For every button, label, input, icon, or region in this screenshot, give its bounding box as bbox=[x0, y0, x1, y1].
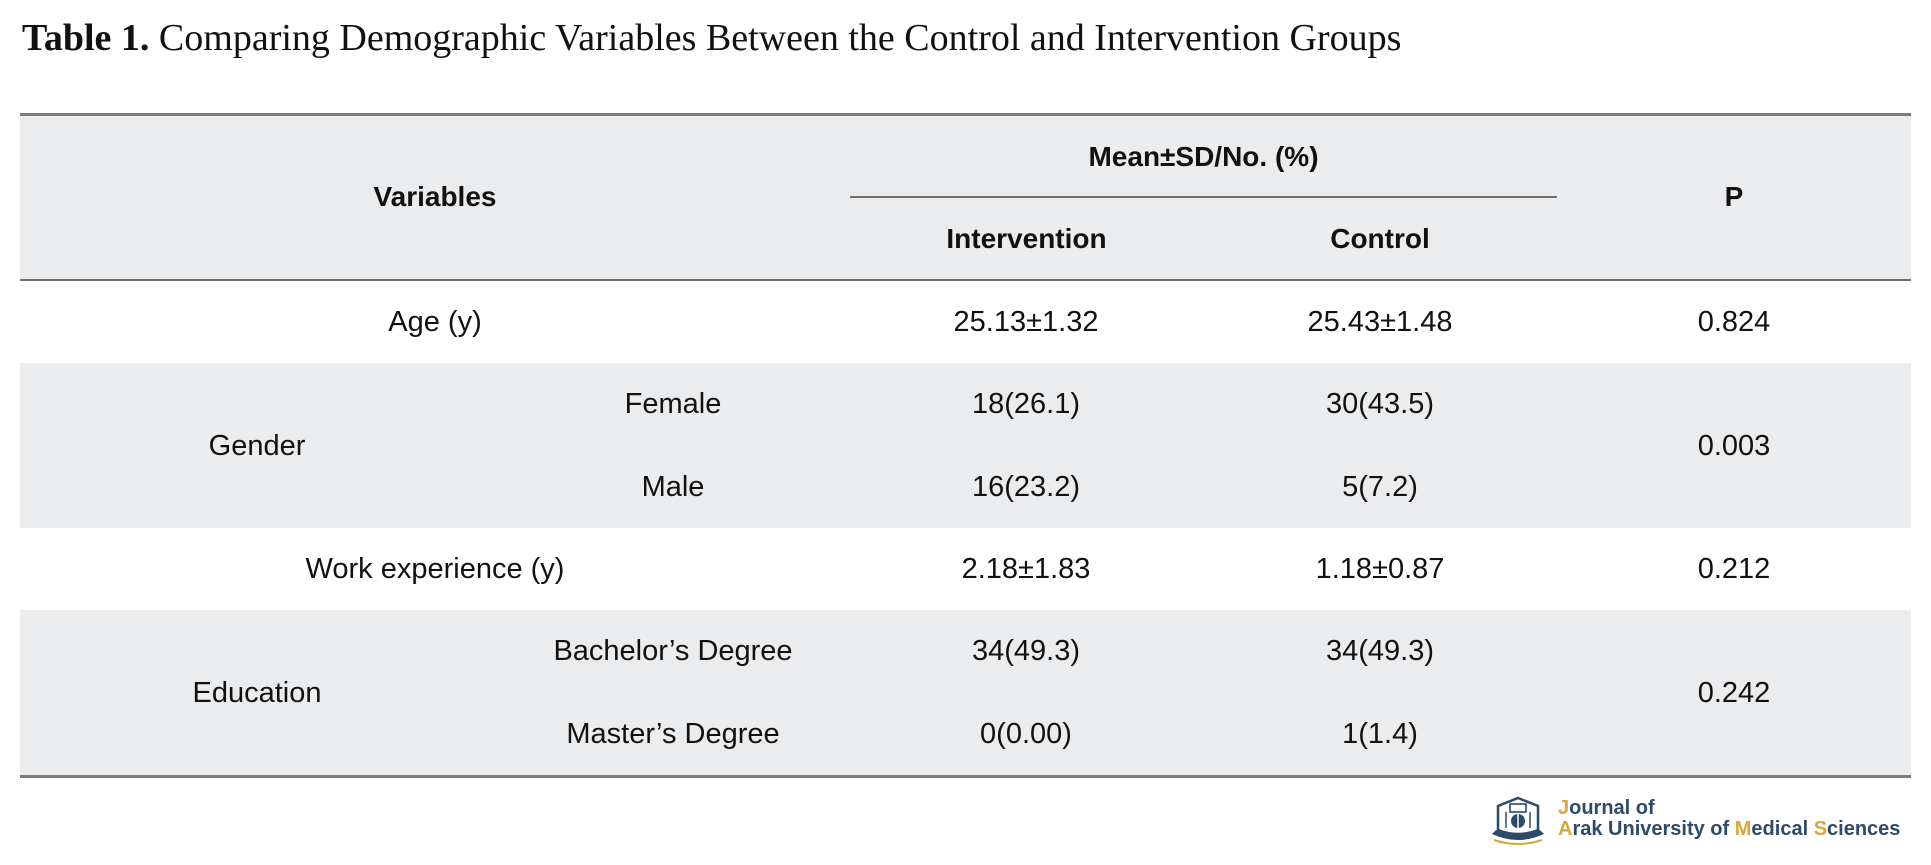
cell-control-age: 25.43±1.48 bbox=[1307, 306, 1453, 338]
table-row-work-experience: Work experience (y) 2.18±1.83 1.18±0.87 … bbox=[20, 528, 1911, 610]
cell-control-male: 5(7.2) bbox=[1342, 471, 1418, 503]
cell-p-age: 0.824 bbox=[1697, 306, 1771, 338]
journal-logo-text: Journal of Arak University of Medical Sc… bbox=[1558, 798, 1900, 840]
cell-control-bachelors: 34(49.3) bbox=[1325, 635, 1435, 667]
cell-control-masters: 1(1.4) bbox=[1342, 718, 1418, 750]
table-row-gender: Gender Female 18(26.1) 30(43.5) Male 16(… bbox=[20, 363, 1911, 528]
table-header: Variables Mean±SD/No. (%) Intervention C… bbox=[20, 116, 1911, 279]
logo-letter-s: S bbox=[1813, 818, 1828, 840]
journal-logo-line1: Journal of bbox=[1558, 798, 1900, 819]
logo-line1-rest: ournal of bbox=[1569, 797, 1655, 819]
cell-intervention-female: 18(26.1) bbox=[971, 388, 1081, 420]
cell-p-gender: 0.003 bbox=[1697, 430, 1771, 462]
cell-sub-male: Male bbox=[641, 471, 705, 503]
cell-variable-work-experience: Work experience (y) bbox=[305, 553, 565, 585]
table-caption: Table 1. Comparing Demographic Variables… bbox=[22, 14, 1401, 62]
table-row-education: Education Bachelor’s Degree 34(49.3) 34(… bbox=[20, 610, 1911, 775]
journal-logo: Journal of Arak University of Medical Sc… bbox=[1480, 790, 1912, 846]
cell-p-work-experience: 0.212 bbox=[1697, 553, 1771, 585]
cell-intervention-age: 25.13±1.32 bbox=[953, 306, 1099, 338]
logo-line2-edical: edical bbox=[1751, 818, 1814, 840]
journal-logo-line2: Arak University of Medical Sciences bbox=[1558, 819, 1900, 840]
logo-letter-m: M bbox=[1734, 818, 1752, 840]
logo-line2-rak: rak University of bbox=[1572, 818, 1735, 840]
cell-sub-masters: Master’s Degree bbox=[566, 718, 780, 750]
caption-label: Table 1. bbox=[22, 17, 150, 59]
cell-sub-female: Female bbox=[624, 388, 722, 420]
table-top-rule bbox=[20, 113, 1911, 116]
cell-intervention-work-experience: 2.18±1.83 bbox=[961, 553, 1091, 585]
header-p: P bbox=[1724, 181, 1744, 212]
header-variables: Variables bbox=[373, 181, 497, 212]
header-group: Mean±SD/No. (%) bbox=[1088, 141, 1319, 172]
demographics-table: Variables Mean±SD/No. (%) Intervention C… bbox=[20, 113, 1911, 778]
logo-letter-a: A bbox=[1558, 818, 1573, 840]
logo-line2-ciences: ciences bbox=[1827, 818, 1901, 840]
cell-intervention-masters: 0(0.00) bbox=[980, 718, 1072, 750]
cell-variable-education: Education bbox=[192, 677, 322, 709]
cell-p-education: 0.242 bbox=[1697, 677, 1771, 709]
cell-control-female: 30(43.5) bbox=[1325, 388, 1435, 420]
cell-intervention-male: 16(23.2) bbox=[971, 471, 1081, 503]
header-control: Control bbox=[1330, 223, 1430, 254]
cell-sub-bachelors: Bachelor’s Degree bbox=[553, 635, 793, 667]
table-bottom-rule bbox=[20, 775, 1911, 778]
header-bottom-rule bbox=[20, 279, 1911, 281]
header-group-underline bbox=[850, 196, 1557, 198]
cell-intervention-bachelors: 34(49.3) bbox=[971, 635, 1081, 667]
cell-variable-gender: Gender bbox=[208, 430, 306, 462]
caption-text: Comparing Demographic Variables Between … bbox=[158, 17, 1402, 59]
table-row-age: Age (y) 25.13±1.32 25.43±1.48 0.824 bbox=[20, 281, 1911, 363]
logo-letter-j: J bbox=[1558, 797, 1570, 819]
cell-variable-age: Age (y) bbox=[388, 306, 482, 338]
university-emblem-icon bbox=[1492, 796, 1544, 845]
header-intervention: Intervention bbox=[946, 223, 1107, 254]
cell-control-work-experience: 1.18±0.87 bbox=[1315, 553, 1445, 585]
